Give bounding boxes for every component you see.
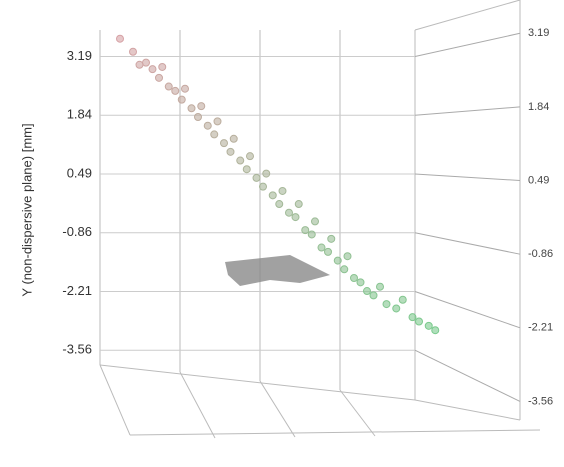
point: [325, 248, 332, 255]
point: [383, 301, 390, 308]
point: [328, 235, 335, 242]
y2-tick-label: 1.84: [528, 101, 549, 113]
point: [292, 214, 299, 221]
point: [308, 231, 315, 238]
point: [341, 266, 348, 273]
point: [351, 274, 358, 281]
point: [221, 140, 228, 147]
point: [377, 283, 384, 290]
point: [364, 288, 371, 295]
y2-tick-label: -0.86: [528, 248, 553, 260]
point: [243, 166, 250, 173]
point: [357, 279, 364, 286]
point: [165, 83, 172, 90]
point: [227, 148, 234, 155]
point: [409, 314, 416, 321]
point: [334, 257, 341, 264]
grid-line: [415, 33, 520, 56]
point: [260, 183, 267, 190]
grid-line: [415, 350, 520, 401]
y-tick-label: -3.56: [62, 342, 92, 357]
point: [295, 201, 302, 208]
grid-line: [415, 107, 520, 115]
grid-line: [415, 174, 520, 181]
point: [399, 296, 406, 303]
point: [198, 103, 205, 110]
y-tick-label: 1.84: [67, 107, 92, 122]
point: [312, 218, 319, 225]
y-tick-label: 3.19: [67, 48, 92, 63]
y2-tick-label: -3.56: [528, 395, 553, 407]
point: [230, 135, 237, 142]
point: [247, 153, 254, 160]
point: [286, 209, 293, 216]
point: [211, 131, 218, 138]
point: [182, 85, 189, 92]
point: [204, 122, 211, 129]
chart: Y (non-dispersive plane) [mm] 3.19 3.19 1.…: [0, 0, 564, 462]
point: [117, 35, 124, 42]
grid-line: [415, 233, 520, 254]
point: [195, 114, 202, 121]
point: [143, 59, 150, 66]
point: [269, 192, 276, 199]
point: [302, 227, 309, 234]
point: [172, 87, 179, 94]
surface-blob: [225, 255, 330, 286]
point: [370, 292, 377, 299]
point: [136, 61, 143, 68]
point: [130, 48, 137, 55]
point: [156, 74, 163, 81]
point: [393, 305, 400, 312]
y-axis-label: Y (non-dispersive plane) [mm]: [19, 123, 34, 296]
y2-tick-label: 3.19: [528, 27, 549, 39]
point: [432, 327, 439, 334]
grid-line: [415, 291, 520, 327]
y-tick-label: 0.49: [67, 165, 92, 180]
point: [237, 157, 244, 164]
y-tick-label: -2.21: [62, 283, 92, 298]
point: [178, 96, 185, 103]
point: [149, 66, 156, 73]
point: [276, 201, 283, 208]
y2-tick-label: -2.21: [528, 322, 553, 334]
point: [188, 105, 195, 112]
point: [318, 244, 325, 251]
y-tick-label: -0.86: [62, 224, 92, 239]
point: [279, 187, 286, 194]
point: [416, 318, 423, 325]
point: [425, 322, 432, 329]
point: [159, 63, 166, 70]
y2-tick-label: 0.49: [528, 174, 549, 186]
point: [263, 170, 270, 177]
point: [253, 174, 260, 181]
point: [214, 118, 221, 125]
point: [344, 253, 351, 260]
